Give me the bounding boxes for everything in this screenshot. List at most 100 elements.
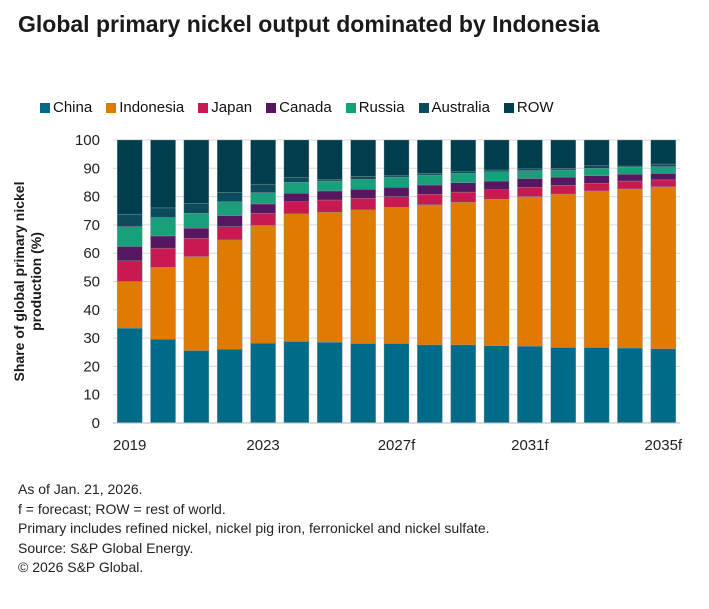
chart-title: Global primary nickel output dominated b… (18, 11, 600, 37)
bar-segment-china-2020 (150, 339, 176, 424)
bar-segment-australia-2021 (183, 203, 210, 214)
bar-segment-russia-2028f (417, 174, 443, 186)
note-forecast: f = forecast; ROW = rest of world. (18, 500, 226, 517)
bar-segment-australia-2033f (583, 165, 610, 169)
y-tick-label: 0 (92, 415, 100, 432)
bar-segment-russia-2035f (650, 166, 677, 174)
bar-segment-indonesia-2022 (217, 239, 243, 350)
bar-segment-canada-2023 (250, 203, 276, 214)
legend-swatch (266, 102, 277, 113)
legend-swatch (418, 102, 429, 113)
bar-segment-china-2025 (317, 342, 343, 424)
bar-segment-row-2032f (550, 139, 576, 169)
bar-segment-indonesia-2019 (116, 281, 143, 329)
bar-segment-china-2028f (417, 344, 443, 424)
bar-segment-row-2033f (583, 139, 610, 166)
bar-segment-canada-2030f (483, 180, 510, 191)
bar-segment-russia-2025 (317, 180, 343, 192)
bar-segment-canada-2035f (650, 173, 677, 181)
bar-segment-australia-2024 (283, 177, 310, 183)
bar-segment-canada-2019 (116, 246, 143, 262)
x-tick-label: 2031f (511, 437, 549, 454)
y-tick-label: 10 (83, 387, 100, 404)
bar-segment-japan-2032f (550, 185, 576, 195)
bar-segment-japan-2019 (116, 260, 143, 282)
bar-segment-japan-2033f (583, 183, 610, 192)
bar-segment-russia-2024 (283, 181, 310, 194)
bar-segment-indonesia-2032f (550, 193, 576, 348)
bar-segment-row-2019 (116, 139, 143, 215)
bar-segment-australia-2022 (217, 192, 243, 202)
bar-segment-russia-2026f (350, 179, 376, 190)
legend-label: Indonesia (119, 99, 185, 116)
bar-segment-russia-2020 (150, 217, 176, 237)
bar-segment-canada-2034f (617, 174, 643, 182)
bar-segment-russia-2034f (617, 166, 643, 175)
chart-plot: 0 10 20 30 40 50 60 70 80 90 100 Share of global pr… (11, 132, 683, 454)
bar-segment-australia-2025 (317, 179, 343, 182)
bar-segment-indonesia-2035f (650, 186, 677, 350)
bar-segment-australia-2026f (350, 176, 376, 180)
bar-segment-canada-2028f (417, 184, 443, 195)
bar-segment-japan-2025 (317, 199, 343, 213)
bar-segment-australia-2028f (417, 173, 443, 176)
legend-label: Australia (431, 99, 490, 116)
legend-swatch (106, 102, 117, 113)
bar-segment-indonesia-2021 (183, 256, 210, 351)
note-copyright: © 2026 S&P Global. (18, 559, 144, 575)
y-tick-label: 20 (83, 358, 100, 375)
bar-segment-canada-2032f (550, 176, 576, 186)
bar-segment-row-2034f (617, 139, 643, 167)
bar-segment-australia-2020 (150, 207, 176, 218)
bar-segment-japan-2020 (150, 247, 176, 268)
bar-segment-japan-2030f (483, 189, 510, 200)
legend-item-canada: Canada (266, 99, 332, 116)
bar-segment-indonesia-2033f (583, 190, 610, 348)
bar-segment-china-2033f (583, 347, 610, 424)
bar-segment-row-2023 (250, 139, 276, 185)
bar-segment-japan-2029f (450, 191, 476, 203)
bar-segment-russia-2029f (450, 173, 476, 183)
bar-segment-china-2035f (650, 348, 677, 424)
bar-segment-canada-2029f (450, 182, 476, 193)
legend-swatch (40, 102, 50, 113)
bar-segment-china-2031f (517, 346, 543, 424)
bar-segment-australia-2029f (450, 171, 476, 174)
legend-swatch (503, 102, 514, 113)
bar-segment-russia-2019 (116, 226, 143, 247)
bar-segment-china-2023 (250, 342, 276, 424)
bar-segment-russia-2023 (250, 192, 276, 205)
y-tick-label: 100 (75, 132, 100, 149)
y-tick-label: 80 (83, 189, 100, 206)
bar-segment-australia-2030f (483, 169, 510, 172)
bar-segment-japan-2034f (617, 180, 643, 190)
bar-segment-row-2020 (150, 139, 176, 209)
bar-segment-indonesia-2029f (450, 202, 476, 346)
bar-segment-australia-2031f (517, 168, 543, 171)
bar-segment-china-2024 (283, 341, 310, 424)
bar-segment-canada-2024 (283, 193, 310, 202)
bar-segment-canada-2026f (350, 189, 376, 199)
bar-segment-canada-2033f (583, 175, 610, 184)
bar-segment-japan-2021 (183, 238, 210, 257)
bar-segment-australia-2027f (383, 175, 410, 178)
bar-segment-indonesia-2034f (617, 188, 643, 349)
x-tick-label: 2023 (246, 437, 279, 454)
bar-segment-japan-2023 (250, 213, 276, 226)
bar-segment-row-2030f (483, 139, 510, 171)
legend-item-australia: Australia (418, 99, 490, 116)
bar-segment-indonesia-2027f (383, 207, 410, 344)
bar-segment-russia-2033f (583, 168, 610, 176)
legend-item-indonesia: Indonesia (106, 99, 184, 116)
bar-segment-canada-2031f (517, 178, 543, 188)
legend-label: Japan (211, 99, 253, 116)
x-tick-label: 2027f (378, 437, 416, 454)
legend-swatch (345, 102, 356, 113)
bar-segment-row-2024 (283, 139, 310, 178)
bar-segment-china-2034f (617, 347, 643, 424)
bar-segment-indonesia-2030f (483, 198, 510, 346)
bar-segment-japan-2026f (350, 198, 376, 211)
y-tick-label: 30 (83, 330, 100, 347)
bar-segment-japan-2027f (383, 196, 410, 208)
